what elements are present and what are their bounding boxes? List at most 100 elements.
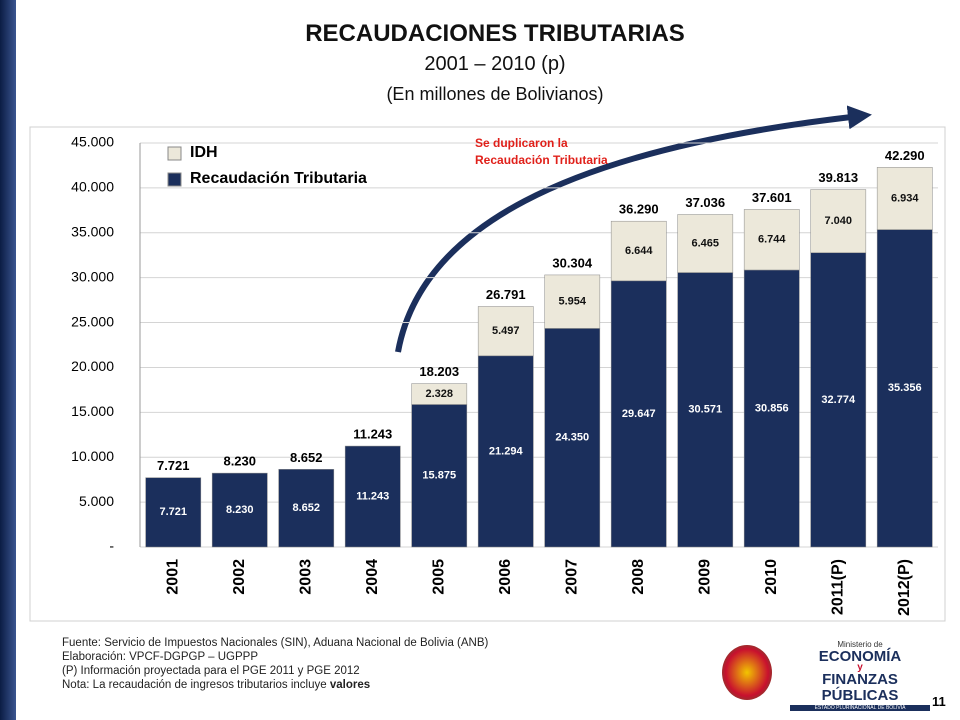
value-label: 5.497 (492, 325, 520, 337)
value-label: 5.954 (558, 296, 586, 308)
legend-swatch (167, 146, 182, 161)
total-label: 39.813 (818, 170, 858, 185)
emblem (722, 645, 772, 700)
y-tick-label: 35.000 (71, 223, 114, 239)
total-label: 18.203 (419, 364, 459, 379)
bar-segment (810, 252, 867, 548)
logo-top: Ministerio de (837, 640, 883, 649)
x-tick-label: 2002 (231, 559, 248, 595)
total-label: 36.290 (619, 202, 659, 217)
y-tick-label: 20.000 (71, 358, 114, 374)
x-tick-label: 2012(P) (896, 559, 913, 616)
value-label: 30.571 (688, 404, 722, 416)
bar-segment (743, 209, 800, 271)
value-label: 24.350 (555, 432, 589, 444)
bar-segment (477, 355, 534, 548)
total-label: 7.721 (157, 458, 190, 473)
value-label: 21.294 (489, 445, 524, 457)
total-label: 30.304 (552, 255, 593, 270)
value-label: 2.328 (425, 388, 453, 400)
bar-segment (677, 214, 734, 273)
annotation: Se duplicaron la (475, 136, 568, 150)
bar-segment (544, 274, 601, 329)
note: Fuente: Servicio de Impuestos Nacionales… (62, 637, 489, 649)
bar-segment (876, 229, 933, 548)
growth-arrow (395, 105, 872, 353)
legend-swatch (167, 172, 182, 187)
y-tick-label: 5.000 (79, 493, 114, 509)
x-tick-label: 2001 (164, 559, 181, 595)
x-tick-label: 2007 (563, 559, 580, 595)
total-label: 26.791 (486, 287, 526, 302)
x-tick-label: 2009 (696, 559, 713, 595)
logo-line: y (857, 662, 863, 673)
page-number: 11 (932, 694, 946, 709)
value-label: 30.856 (755, 402, 789, 414)
total-label: 42.290 (885, 148, 925, 163)
value-label: 8.652 (292, 502, 320, 514)
note-bold: valores (329, 679, 371, 691)
total-label: 8.652 (290, 450, 323, 465)
x-tick-label: 2011(P) (829, 559, 846, 615)
x-tick-label: 2003 (297, 559, 314, 595)
value-label: 29.647 (622, 408, 656, 420)
y-tick-label: 10.000 (71, 448, 114, 464)
value-label: 35.356 (888, 382, 922, 394)
bar-segment (544, 328, 601, 548)
bar-segment (810, 189, 867, 254)
bar-segment (411, 404, 468, 548)
value-label: 32.774 (821, 394, 856, 406)
value-label: 11.243 (356, 490, 389, 502)
y-tick-label: 30.000 (71, 268, 114, 284)
notes: Fuente: Servicio de Impuestos Nacionales… (62, 636, 488, 692)
note-text: Nota: La recaudación de ingresos tributa… (62, 679, 327, 691)
bar-segment (211, 472, 268, 548)
value-label: 7.721 (159, 506, 187, 518)
bar-segment (876, 167, 933, 230)
y-tick-label: 40.000 (71, 179, 114, 195)
x-tick-label: 2005 (430, 559, 447, 595)
note: Elaboración: VPCF-DGPGP – UGPPP (62, 651, 258, 663)
bar-segment (344, 445, 401, 548)
total-label: 8.230 (223, 454, 256, 469)
value-label: 7.040 (824, 215, 852, 227)
legend-label: Recaudación Tributaria (190, 170, 367, 187)
units: (En millones de Bolivianos) (386, 84, 604, 104)
y-tick-label: 25.000 (71, 313, 114, 329)
value-label: 15.875 (422, 470, 456, 482)
note: Nota: La recaudación de ingresos tributa… (62, 678, 488, 692)
value-label: 8.230 (226, 504, 254, 516)
total-label: 37.601 (752, 190, 792, 205)
value-label: 6.744 (758, 234, 786, 246)
logo-line: FINANZAS PÚBLICAS (821, 671, 899, 704)
title: RECAUDACIONES TRIBUTARIAS (305, 20, 685, 47)
y-tick-label: 45.000 (71, 134, 114, 150)
x-tick-label: 2008 (630, 559, 647, 595)
logo: Ministerio de ECONOMÍA y FINANZAS PÚBLIC… (790, 640, 930, 711)
x-tick-label: 2006 (497, 559, 514, 595)
bar-segment (610, 220, 667, 282)
total-label: 37.036 (685, 195, 725, 210)
y-tick-label: 15.000 (71, 403, 114, 419)
logo-line: ECONOMÍA (818, 648, 902, 665)
legend-label: IDH (190, 144, 218, 161)
value-label: 6.465 (691, 237, 719, 249)
value-label: 6.644 (625, 245, 653, 257)
bar-segment (477, 306, 534, 357)
x-tick-label: 2010 (763, 559, 780, 595)
side-band (0, 0, 16, 720)
logo-strip: ESTADO PLURINACIONAL DE BOLIVIA (790, 705, 930, 711)
subtitle: 2001 – 2010 (p) (424, 53, 566, 75)
value-label: 6.934 (891, 192, 919, 204)
y-tick-label: - (109, 538, 114, 554)
x-tick-label: 2004 (364, 559, 381, 595)
bar-segment (411, 383, 468, 405)
annotation: Recaudación Tributaria (475, 153, 608, 167)
bar-segment (145, 477, 202, 548)
total-label: 11.243 (353, 427, 392, 442)
bar-segment (278, 469, 335, 548)
note: (P) Información proyectada para el PGE 2… (62, 665, 360, 677)
bar-segment (677, 272, 734, 548)
